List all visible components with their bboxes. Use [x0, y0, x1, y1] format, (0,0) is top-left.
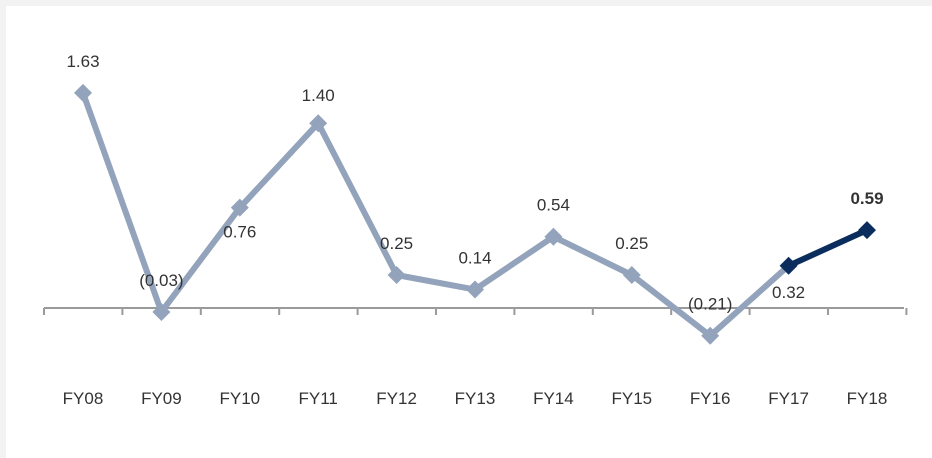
x-tick-label-fy08: FY08: [63, 389, 104, 408]
data-label-fy08: 1.63: [66, 52, 99, 71]
data-label-fy15: 0.25: [615, 234, 648, 253]
data-point-marker-fy18: [858, 221, 876, 239]
x-tick-label-fy10: FY10: [219, 389, 260, 408]
series-segment-highlight: [789, 230, 867, 266]
data-label-fy14: 0.54: [537, 196, 570, 215]
series-lines: [83, 93, 867, 336]
series-segment: [240, 123, 318, 207]
data-label-fy18: 0.59: [850, 189, 883, 208]
data-point-marker-fy08: [74, 84, 92, 102]
data-label-fy17: 0.32: [772, 283, 805, 302]
x-tick-label-fy13: FY13: [455, 389, 496, 408]
x-tick-label-fy17: FY17: [768, 389, 809, 408]
x-tick-label-fy15: FY15: [611, 389, 652, 408]
data-label-fy12: 0.25: [380, 234, 413, 253]
data-label-fy09: (0.03): [139, 271, 183, 290]
x-tick-label-fy18: FY18: [847, 389, 888, 408]
x-tick-label-fy16: FY16: [690, 389, 731, 408]
series-markers: [74, 84, 876, 345]
x-tick-label-fy11: FY11: [299, 389, 338, 408]
x-tick-label-fy09: FY09: [141, 389, 182, 408]
series-segment: [397, 275, 475, 290]
data-label-fy13: 0.14: [458, 249, 491, 268]
data-label-fy11: 1.40: [302, 86, 335, 105]
x-tick-labels: FY08 FY09 FY10 FY11 FY12 FY13 FY14 FY15 FY16 FY17…: [63, 389, 888, 408]
line-chart: 1.63 (0.03) 0.76 1.40 0.25 0.14 0.54 0.25 (0.21)…: [6, 6, 932, 458]
x-tick-label-fy14: FY14: [533, 389, 574, 408]
data-label-fy10: 0.76: [223, 223, 256, 242]
data-label-fy16: (0.21): [688, 295, 732, 314]
x-axis: [44, 308, 906, 315]
chart-panel: 1.63 (0.03) 0.76 1.40 0.25 0.14 0.54 0.25 (0.21)…: [6, 6, 932, 458]
x-tick-label-fy12: FY12: [376, 389, 417, 408]
